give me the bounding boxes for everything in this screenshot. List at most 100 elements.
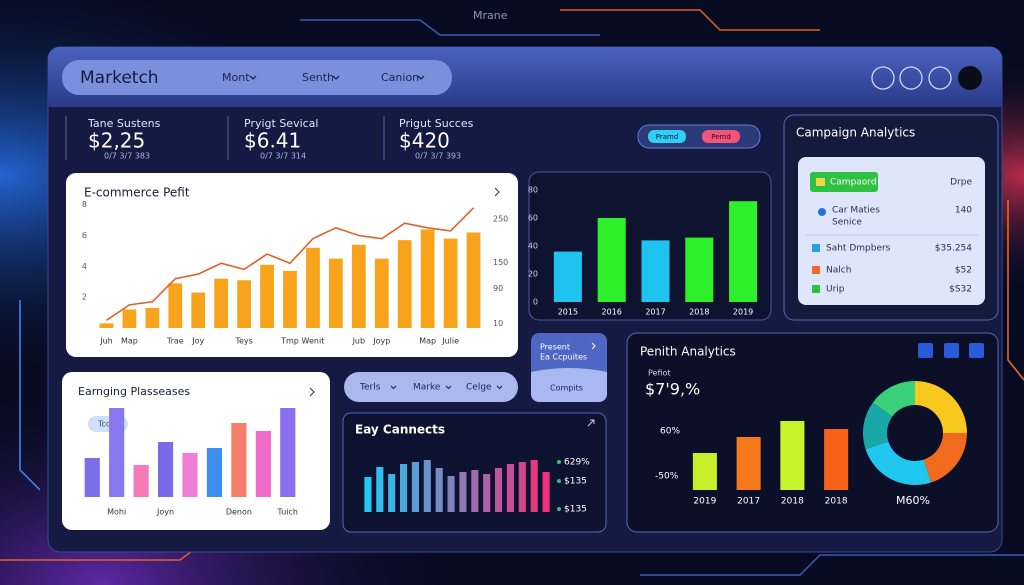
row-value: 140 <box>955 206 972 216</box>
top-label: Mrane <box>473 9 508 22</box>
badge-label: Tcolu <box>97 420 118 429</box>
chevron[interactable] <box>591 342 596 350</box>
bar <box>306 247 320 328</box>
toggle[interactable] <box>702 130 740 143</box>
icon[interactable] <box>969 343 984 358</box>
bar <box>459 472 467 512</box>
x-tick-label: Tuich <box>277 508 298 517</box>
bar <box>495 468 503 512</box>
x-tick-label: 2016 <box>602 308 622 317</box>
bar <box>145 307 160 328</box>
expand-icon[interactable] <box>587 419 595 427</box>
icon[interactable] <box>899 66 923 90</box>
icon[interactable] <box>928 66 952 90</box>
card-footer <box>531 368 607 402</box>
filter[interactable]: Celge <box>466 383 492 393</box>
filter[interactable]: Terls <box>359 383 381 393</box>
x-tick-label: 2015 <box>558 308 578 317</box>
icon[interactable] <box>944 343 959 358</box>
kpi-value: $6.41 <box>244 129 301 153</box>
chart-title: Eay Cannects <box>355 423 445 437</box>
avatar[interactable] <box>958 66 982 90</box>
x-tick-label: Joy <box>191 337 204 346</box>
y-tick-label: 80 <box>528 186 538 195</box>
y2-tick-label: 90 <box>493 284 503 293</box>
bar <box>191 292 206 328</box>
y-tick-label: 2 <box>82 293 87 302</box>
row-value: $35.254 <box>935 244 972 254</box>
bar <box>376 467 384 512</box>
icon[interactable] <box>918 343 933 358</box>
bar <box>99 323 114 328</box>
bar <box>641 240 670 302</box>
chart-title: Penith Analytics <box>640 345 736 359</box>
bar <box>84 458 100 497</box>
bar <box>168 283 183 328</box>
x-tick-label: Teys <box>234 337 252 346</box>
donut-segment <box>915 381 967 433</box>
button[interactable] <box>810 172 878 192</box>
kpi-row: Tane Sustens $2,25 0/7 3/7 383 Pryigt Se… <box>65 116 474 161</box>
bar <box>260 264 274 328</box>
menu-item[interactable]: Senth <box>302 71 334 84</box>
donut-label: M60% <box>896 494 930 507</box>
menu-item[interactable]: Canion <box>381 71 419 84</box>
kpi-label: Tane Sustens <box>87 117 161 130</box>
bar <box>447 476 455 512</box>
bar <box>283 270 297 328</box>
bar <box>435 468 443 512</box>
chart-title: Earnging Plasseases <box>78 385 190 398</box>
annotation: $135 <box>564 477 587 487</box>
kpi-note: 0/7 3/7 393 <box>415 152 461 161</box>
chevrons <box>390 385 503 390</box>
panel-title: Campaign Analytics <box>796 126 915 140</box>
toggle[interactable] <box>648 130 686 143</box>
bar <box>692 453 717 490</box>
chevron[interactable] <box>494 187 500 197</box>
annotation: 60% <box>660 427 680 437</box>
bar <box>423 460 431 512</box>
x-tick-label: 2018 <box>689 308 709 317</box>
x-tick-label: Wenit <box>302 337 325 346</box>
bar <box>109 408 125 497</box>
x-tick-label: 2018 <box>781 497 804 507</box>
bar <box>506 464 514 512</box>
row-label: Nalch <box>826 266 851 276</box>
donut-segment <box>872 381 915 417</box>
menu-item[interactable]: Mont <box>222 71 250 84</box>
icon <box>816 178 825 186</box>
headline-value: $7'9,% <box>645 380 700 399</box>
subtitle: Pefiot <box>648 369 671 378</box>
bar <box>255 431 271 497</box>
x-tick-label: Joyp <box>372 337 390 346</box>
filter[interactable]: Marke <box>413 383 441 393</box>
bar <box>397 240 412 328</box>
x-tick-label: 2018 <box>825 497 848 507</box>
row-value: $52 <box>955 266 972 276</box>
icon <box>818 208 826 216</box>
x-tick-label: Joyn <box>156 508 174 517</box>
bar <box>553 251 582 302</box>
y-tick-label: 40 <box>528 242 538 251</box>
x-tick-label: 2019 <box>693 497 716 507</box>
card-subtitle: Ea Ccpuites <box>540 353 587 362</box>
y2-tick-label: 10 <box>493 319 503 328</box>
chevron[interactable] <box>309 387 315 397</box>
donut-segment <box>863 402 893 450</box>
x-tick-label: Map <box>419 337 436 346</box>
bar <box>443 238 458 328</box>
column-label: Drpe <box>950 178 972 188</box>
bar <box>780 421 805 490</box>
bar <box>329 258 343 328</box>
bar <box>214 278 229 328</box>
icon <box>812 244 820 252</box>
card-action[interactable]: Compits <box>550 384 583 393</box>
line <box>106 207 475 321</box>
kpi-value: $420 <box>399 129 450 153</box>
y2-tick-label: 250 <box>493 214 508 223</box>
icon[interactable] <box>871 66 895 90</box>
y2-tick-label: 150 <box>493 258 508 267</box>
toggle-label: Pramd <box>656 133 679 141</box>
y-tick-label: 8 <box>82 200 87 209</box>
